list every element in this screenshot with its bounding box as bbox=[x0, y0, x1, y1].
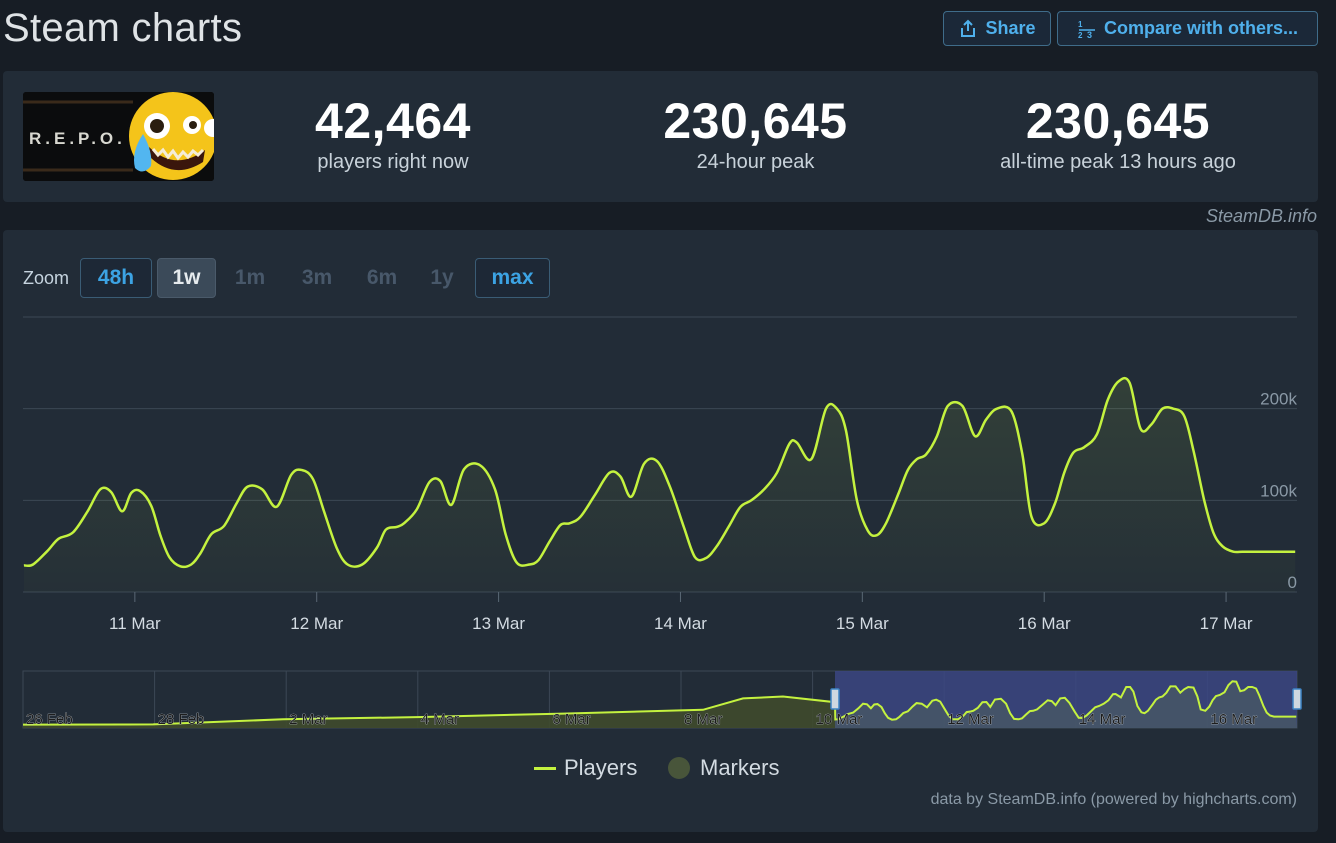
zoom-max-button[interactable]: max bbox=[475, 258, 550, 298]
svg-text:2: 2 bbox=[1078, 31, 1083, 39]
x-tick-label: 11 Mar bbox=[109, 614, 161, 633]
x-tick-label: 12 Mar bbox=[290, 614, 343, 633]
zoom-1m-button[interactable]: 1m bbox=[234, 266, 266, 289]
zoom-6m-button[interactable]: 6m bbox=[366, 266, 398, 289]
series-line-players[interactable] bbox=[23, 376, 1296, 569]
navigator-tick-label: 12 Mar bbox=[947, 711, 994, 728]
y-tick-label: 200k bbox=[1260, 390, 1297, 409]
logo-text: R.E.P.O. bbox=[29, 129, 126, 148]
navigator-line bbox=[22, 680, 1297, 726]
legend-item-players[interactable]: Players bbox=[534, 755, 637, 781]
navigator-tick-label: 8 Mar bbox=[684, 711, 722, 728]
stat-all-time-peak: 230,645 all-time peak 13 hours ago bbox=[983, 93, 1253, 174]
peak-24h-value: 230,645 bbox=[663, 93, 848, 149]
legend-players-label: Players bbox=[564, 755, 638, 780]
share-icon bbox=[961, 19, 976, 37]
x-tick-label: 13 Mar bbox=[472, 614, 525, 633]
x-tick-label: 15 Mar bbox=[836, 614, 889, 633]
stats-panel: R.E.P.O. 42,464 players right now 230,64… bbox=[3, 71, 1318, 202]
game-logo[interactable]: R.E.P.O. bbox=[23, 92, 214, 181]
navigator-left-handle[interactable] bbox=[830, 688, 840, 710]
share-button-label: Share bbox=[985, 18, 1036, 38]
legend-item-markers[interactable]: Markers bbox=[668, 755, 779, 781]
steamdb-credit[interactable]: SteamDB.info bbox=[1205, 206, 1317, 226]
navigator-tick-label: 14 Mar bbox=[1079, 711, 1126, 728]
x-tick-label: 16 Mar bbox=[1018, 614, 1071, 633]
navigator-tick-label: 10 Mar bbox=[816, 711, 863, 728]
y-tick-label: 100k bbox=[1260, 481, 1297, 500]
zoom-1y-button[interactable]: 1y bbox=[430, 266, 454, 289]
game-logo-art: R.E.P.O. bbox=[23, 92, 214, 181]
stat-players-now: 42,464 players right now bbox=[293, 93, 493, 174]
players-now-value: 42,464 bbox=[315, 93, 471, 149]
zoom-3m-button[interactable]: 3m bbox=[301, 266, 333, 289]
navigator-tick-label: 6 Mar bbox=[552, 711, 590, 728]
legend-markers-label: Markers bbox=[700, 755, 780, 780]
navigator-tick-label: 16 Mar bbox=[1210, 711, 1257, 728]
navigator-tick-label: 28 Feb bbox=[158, 711, 205, 728]
legend-dot-symbol bbox=[668, 757, 690, 779]
y-tick-label: 0 bbox=[1288, 573, 1297, 592]
zoom-1w-button[interactable]: 1w bbox=[157, 258, 216, 298]
chart-panel: Zoom 48h 1w 1m 3m 6m 1y max 0 100k 200k 11… bbox=[3, 230, 1318, 832]
stat-24h-peak: 230,645 24-hour peak bbox=[643, 93, 868, 174]
players-now-label: players right now bbox=[317, 151, 469, 173]
x-tick-label: 14 Mar bbox=[654, 614, 707, 633]
all-time-peak-value: 230,645 bbox=[1025, 93, 1211, 149]
navigator-tick-label: 4 Mar bbox=[421, 711, 459, 728]
share-button[interactable]: Share bbox=[943, 11, 1051, 46]
player-count-chart[interactable]: 0 100k 200k 11 Mar 12 Mar 13 Mar 14 Mar 15 Mar… bbox=[3, 230, 1318, 832]
navigator-tick-label: 2 Mar bbox=[289, 711, 327, 728]
svg-text:1: 1 bbox=[1078, 20, 1083, 29]
navigator[interactable]: 26 Feb 28 Feb 2 Mar 4 Mar 6 Mar 8 Mar 10 Mar 12… bbox=[22, 670, 1302, 729]
svg-text:3: 3 bbox=[1087, 30, 1092, 39]
navigator-area bbox=[23, 696, 835, 728]
page-title: Steam charts bbox=[3, 6, 243, 50]
series-area-players bbox=[23, 378, 1296, 592]
x-tick-label: 17 Mar bbox=[1200, 614, 1253, 633]
peak-24h-label: 24-hour peak bbox=[696, 151, 815, 173]
highcharts-credit[interactable]: data by SteamDB.info (powered by highcha… bbox=[930, 791, 1297, 808]
legend-line-symbol bbox=[534, 766, 556, 770]
navigator-right-handle[interactable] bbox=[1292, 688, 1302, 710]
all-time-peak-label: all-time peak 13 hours ago bbox=[1000, 151, 1236, 173]
fraction-icon: 1 2 3 bbox=[1078, 20, 1095, 39]
navigator-tick-label: 26 Feb bbox=[26, 711, 73, 728]
zoom-label: Zoom bbox=[23, 268, 70, 288]
compare-button-label: Compare with others... bbox=[1103, 18, 1299, 38]
zoom-48h-button[interactable]: 48h bbox=[80, 258, 152, 298]
compare-button[interactable]: 1 2 3 Compare with others... bbox=[1057, 11, 1318, 46]
